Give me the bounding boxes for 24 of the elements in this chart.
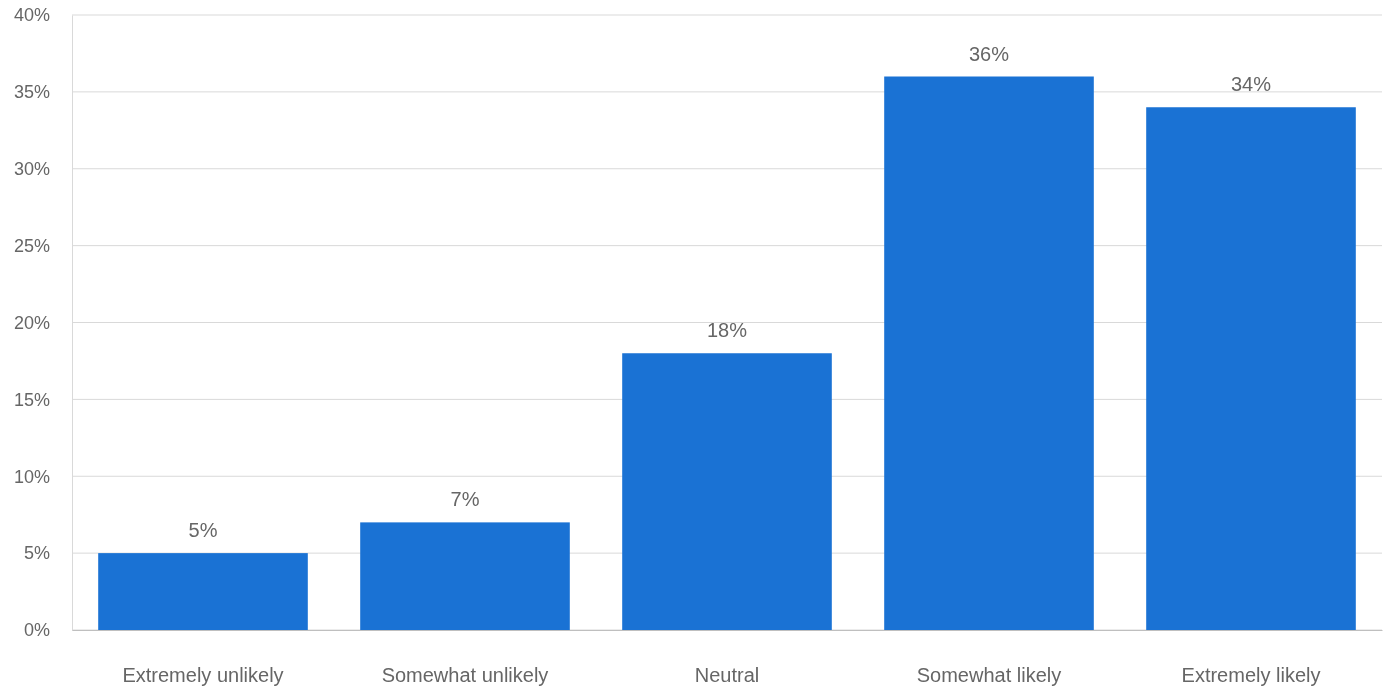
y-tick-label: 5% <box>23 543 50 564</box>
bar <box>360 522 570 630</box>
data-label: 18% <box>706 319 748 342</box>
bar <box>98 553 308 630</box>
bar <box>1146 107 1356 630</box>
x-tick-label: Extremely unlikely <box>122 664 284 687</box>
y-tick-label: 15% <box>13 389 50 410</box>
bar <box>622 353 832 630</box>
x-tick-label: Somewhat likely <box>916 664 1062 687</box>
x-tick-label: Neutral <box>694 664 760 687</box>
x-tick-label: Somewhat unlikely <box>381 664 549 687</box>
data-label: 34% <box>1230 73 1272 96</box>
y-tick-label: 30% <box>13 159 50 180</box>
bar <box>884 76 1094 630</box>
y-tick-label: 10% <box>13 466 50 487</box>
y-tick-label: 40% <box>13 5 50 26</box>
y-tick-label: 20% <box>13 312 50 333</box>
y-tick-label: 35% <box>13 82 50 103</box>
data-label: 7% <box>450 488 480 511</box>
data-label: 36% <box>968 42 1010 65</box>
y-tick-label: 0% <box>23 620 50 641</box>
x-tick-label: Extremely likely <box>1181 664 1321 687</box>
y-tick-label: 25% <box>13 235 50 256</box>
data-label: 5% <box>188 519 218 542</box>
